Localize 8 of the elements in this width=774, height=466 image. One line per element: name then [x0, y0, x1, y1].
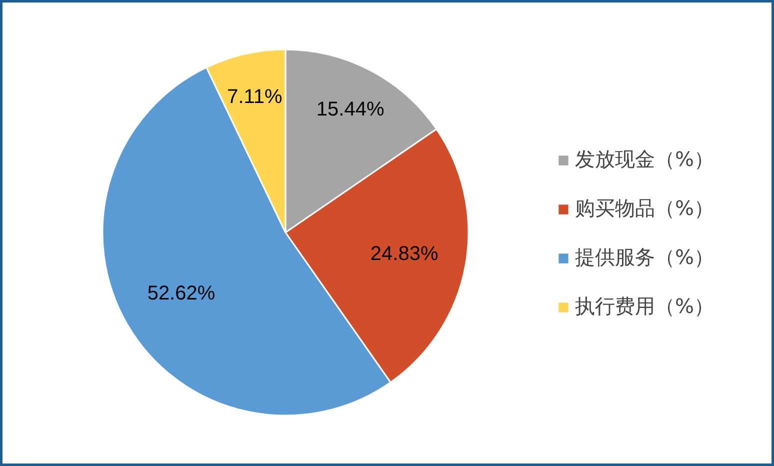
legend-label: 提供服务（%） [574, 244, 714, 271]
legend-label: 发放现金（%） [574, 146, 714, 173]
data-label: 52.62% [147, 282, 216, 304]
legend-label: 执行费用（%） [574, 293, 714, 320]
data-label: 7.11% [227, 86, 283, 108]
data-label: 15.44% [316, 98, 384, 120]
data-label: 24.83% [370, 243, 438, 266]
legend-label: 购买物品（%） [574, 195, 714, 222]
